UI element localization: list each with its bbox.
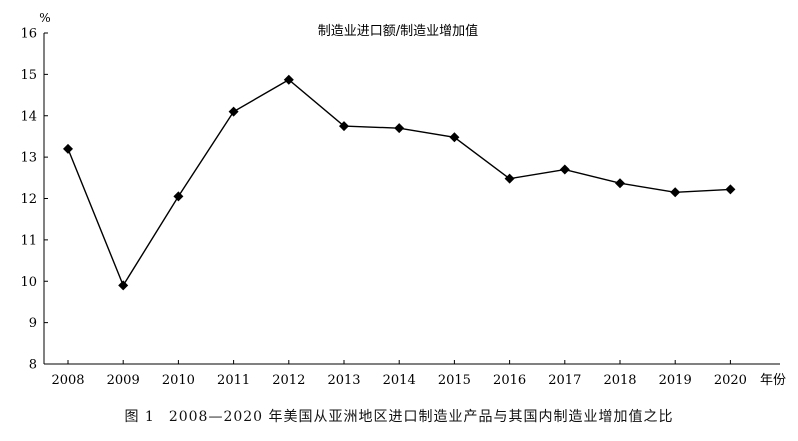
x-axis-unit-label: 年份 bbox=[760, 373, 786, 388]
x-tick-label: 2010 bbox=[162, 373, 195, 388]
y-tick-label: 13 bbox=[20, 151, 37, 166]
data-point-marker bbox=[173, 191, 184, 202]
x-tick-label: 2012 bbox=[272, 373, 305, 388]
data-point-marker bbox=[449, 132, 460, 143]
y-axis-ticks: 8 9 10 11 12 13 14 15 16 bbox=[20, 27, 48, 373]
data-point-marker bbox=[504, 173, 515, 184]
figure-caption-text: 2008—2020 年美国从亚洲地区进口制造业产品与其国内制造业增加值之比 bbox=[168, 409, 674, 425]
chart-title: 制造业进口额/制造业增加值 bbox=[318, 23, 478, 39]
x-tick-label: 2013 bbox=[327, 373, 360, 388]
data-point-marker bbox=[559, 164, 570, 175]
x-tick-label: 2019 bbox=[659, 373, 692, 388]
data-point-marker bbox=[339, 121, 349, 132]
figure-number: 图 1 bbox=[124, 409, 155, 425]
figure-caption: 图 1 2008—2020 年美国从亚洲地区进口制造业产品与其国内制造业增加值之比 bbox=[0, 406, 798, 426]
y-tick-label: 8 bbox=[29, 358, 37, 373]
y-tick-label: 15 bbox=[20, 68, 37, 83]
x-tick-label: 2014 bbox=[383, 373, 416, 388]
y-tick-label: 10 bbox=[20, 275, 37, 290]
y-tick-label: 11 bbox=[20, 233, 37, 248]
y-axis-unit-label: % bbox=[39, 11, 50, 25]
series-group bbox=[63, 74, 736, 291]
data-point-marker bbox=[118, 280, 129, 291]
data-point-marker bbox=[670, 187, 681, 198]
x-tick-label: 2015 bbox=[438, 373, 471, 388]
line-chart: 制造业进口额/制造业增加值 % 年份 8 9 10 11 12 13 14 15 16 2008… bbox=[20, 11, 786, 388]
axes bbox=[43, 33, 780, 365]
data-point-marker bbox=[615, 178, 625, 189]
y-tick-label: 16 bbox=[20, 27, 37, 42]
x-tick-label: 2016 bbox=[493, 373, 526, 388]
data-point-marker bbox=[725, 184, 736, 195]
series-line bbox=[67, 78, 731, 287]
y-tick-label: 14 bbox=[20, 109, 37, 124]
x-axis-ticks: 2008 2009 2010 2011 2012 2013 2014 2015 2016 2017… bbox=[51, 360, 747, 388]
x-tick-label: 2008 bbox=[51, 373, 84, 388]
y-tick-label: 9 bbox=[29, 316, 37, 331]
x-tick-label: 2020 bbox=[714, 373, 747, 388]
x-tick-label: 2017 bbox=[548, 373, 581, 388]
x-tick-label: 2009 bbox=[107, 373, 140, 388]
data-point-marker bbox=[394, 123, 405, 134]
x-tick-label: 2011 bbox=[217, 373, 250, 388]
x-tick-label: 2018 bbox=[603, 373, 636, 388]
data-point-marker bbox=[63, 143, 73, 154]
y-tick-label: 12 bbox=[20, 192, 37, 207]
data-point-marker bbox=[228, 106, 239, 117]
data-point-marker bbox=[283, 74, 294, 85]
